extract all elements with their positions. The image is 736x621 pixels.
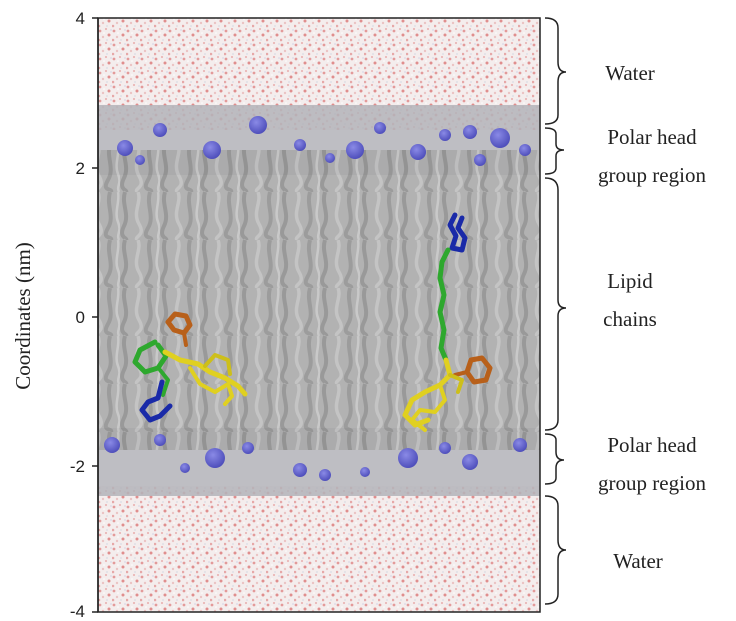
- y-tick-label: -2: [70, 457, 85, 476]
- region-label-water-top: Water: [605, 61, 655, 85]
- molecule-left: [132, 311, 248, 423]
- brace-head-bottom: [544, 433, 565, 485]
- molecule-right: [402, 212, 493, 432]
- y-tick-label: 2: [76, 159, 85, 178]
- region-label-head-bottom-line1: Polar head: [607, 433, 697, 457]
- region-label-head-top-line2: group region: [598, 163, 706, 187]
- y-tick-label: 0: [76, 308, 85, 327]
- region-label-lipid-line1: Lipid: [607, 269, 653, 293]
- region-braces: [544, 17, 567, 605]
- head-beads-top: [117, 116, 531, 166]
- y-tick-label: 4: [76, 9, 85, 28]
- brace-lipid: [544, 177, 567, 431]
- brace-head-top: [544, 127, 565, 175]
- region-labels: Water Polar head group region Lipid chai…: [598, 61, 706, 573]
- region-label-head-top-line1: Polar head: [607, 125, 697, 149]
- simulation-box: [97, 17, 541, 613]
- region-label-head-bottom-line2: group region: [598, 471, 706, 495]
- lipid-chains: [98, 150, 540, 450]
- region-label-lipid-line2: chains: [603, 307, 657, 331]
- y-tick-label: -4: [70, 602, 85, 621]
- region-label-water-bottom: Water: [613, 549, 663, 573]
- head-beads-bottom: [104, 434, 527, 481]
- brace-water-bottom: [544, 495, 567, 605]
- water-bottom: [98, 486, 540, 612]
- brace-water-top: [544, 17, 567, 125]
- y-axis: 4 2 0 -2 -4 Coordinates (nm): [11, 9, 99, 621]
- y-axis-label: Coordinates (nm): [11, 242, 35, 390]
